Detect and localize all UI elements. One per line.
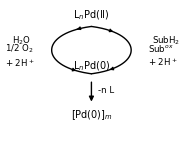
Text: H$_2$O: H$_2$O — [12, 34, 31, 47]
Text: [Pd(0)]$_m$: [Pd(0)]$_m$ — [70, 109, 112, 122]
Text: L$_n$Pd(II): L$_n$Pd(II) — [73, 9, 110, 22]
Text: L$_n$Pd(0): L$_n$Pd(0) — [73, 59, 110, 73]
Text: SubH$_2$: SubH$_2$ — [151, 34, 180, 47]
Text: Sub$^{ox}$
+ 2H$^+$: Sub$^{ox}$ + 2H$^+$ — [148, 43, 178, 68]
Text: -n L: -n L — [98, 86, 115, 95]
Text: 1/2 O$_2$
+ 2H$^+$: 1/2 O$_2$ + 2H$^+$ — [5, 43, 35, 69]
